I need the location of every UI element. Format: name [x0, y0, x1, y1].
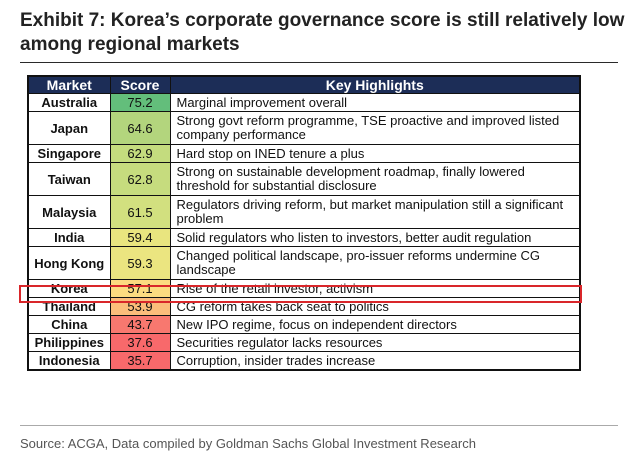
market-cell: Korea — [27, 279, 111, 298]
table-header-row: Market Score Key Highlights — [27, 75, 581, 94]
market-cell: Hong Kong — [27, 246, 111, 280]
market-cell: Indonesia — [27, 351, 111, 371]
header-key-highlights: Key Highlights — [169, 75, 581, 94]
highlight-cell: Hard stop on INED tenure a plus — [169, 144, 581, 163]
highlight-cell: Strong on sustainable development roadma… — [169, 162, 581, 196]
score-cell: 62.8 — [109, 162, 171, 196]
score-cell: 37.6 — [109, 333, 171, 352]
highlight-cell: New IPO regime, focus on independent dir… — [169, 315, 581, 334]
header-market: Market — [27, 75, 111, 94]
table-row: Malaysia 61.5 Regulators driving reform,… — [27, 195, 581, 229]
table-row: Philippines 37.6 Securities regulator la… — [27, 333, 581, 352]
score-cell: 62.9 — [109, 144, 171, 163]
table-row: Japan 64.6 Strong govt reform programme,… — [27, 111, 581, 145]
market-cell: Malaysia — [27, 195, 111, 229]
highlight-cell: Rise of the retail investor, activism — [169, 279, 581, 298]
score-cell: 57.1 — [109, 279, 171, 298]
table-row: Taiwan 62.8 Strong on sustainable develo… — [27, 162, 581, 196]
score-cell: 59.3 — [109, 246, 171, 280]
governance-table: Market Score Key Highlights Australia 75… — [27, 75, 581, 371]
table-row: Hong Kong 59.3 Changed political landsca… — [27, 246, 581, 280]
market-cell: Japan — [27, 111, 111, 145]
table-row: Indonesia 35.7 Corruption, insider trade… — [27, 351, 581, 371]
market-cell: Philippines — [27, 333, 111, 352]
highlight-cell: Changed political landscape, pro-issuer … — [169, 246, 581, 280]
highlight-cell: Strong govt reform programme, TSE proact… — [169, 111, 581, 145]
header-score: Score — [109, 75, 171, 94]
exhibit-title: Exhibit 7: Korea’s corporate governance … — [20, 10, 625, 55]
source-divider — [20, 425, 618, 426]
highlight-cell: Marginal improvement overall — [169, 93, 581, 112]
market-cell: China — [27, 315, 111, 334]
score-cell: 64.6 — [109, 111, 171, 145]
score-cell: 59.4 — [109, 228, 171, 247]
score-cell: 53.9 — [109, 297, 171, 316]
source-note: Source: ACGA, Data compiled by Goldman S… — [20, 436, 476, 451]
highlight-cell: Corruption, insider trades increase — [169, 351, 581, 371]
score-cell: 35.7 — [109, 351, 171, 371]
score-cell: 43.7 — [109, 315, 171, 334]
highlight-cell: Regulators driving reform, but market ma… — [169, 195, 581, 229]
highlight-cell: Securities regulator lacks resources — [169, 333, 581, 352]
market-cell: Taiwan — [27, 162, 111, 196]
governance-table-container: Market Score Key Highlights Australia 75… — [27, 75, 581, 371]
market-cell: Australia — [27, 93, 111, 112]
highlight-cell: Solid regulators who listen to investors… — [169, 228, 581, 247]
market-cell: Thailand — [27, 297, 111, 316]
score-cell: 61.5 — [109, 195, 171, 229]
title-divider — [20, 62, 618, 63]
highlight-cell: CG reform takes back seat to politics — [169, 297, 581, 316]
table-row: India 59.4 Solid regulators who listen t… — [27, 228, 581, 247]
table-row: Singapore 62.9 Hard stop on INED tenure … — [27, 144, 581, 163]
market-cell: Singapore — [27, 144, 111, 163]
table-row: Thailand 53.9 CG reform takes back seat … — [27, 297, 581, 316]
score-cell: 75.2 — [109, 93, 171, 112]
table-row: Australia 75.2 Marginal improvement over… — [27, 93, 581, 112]
table-row-korea-highlighted: Korea 57.1 Rise of the retail investor, … — [27, 279, 581, 298]
table-row: China 43.7 New IPO regime, focus on inde… — [27, 315, 581, 334]
market-cell: India — [27, 228, 111, 247]
